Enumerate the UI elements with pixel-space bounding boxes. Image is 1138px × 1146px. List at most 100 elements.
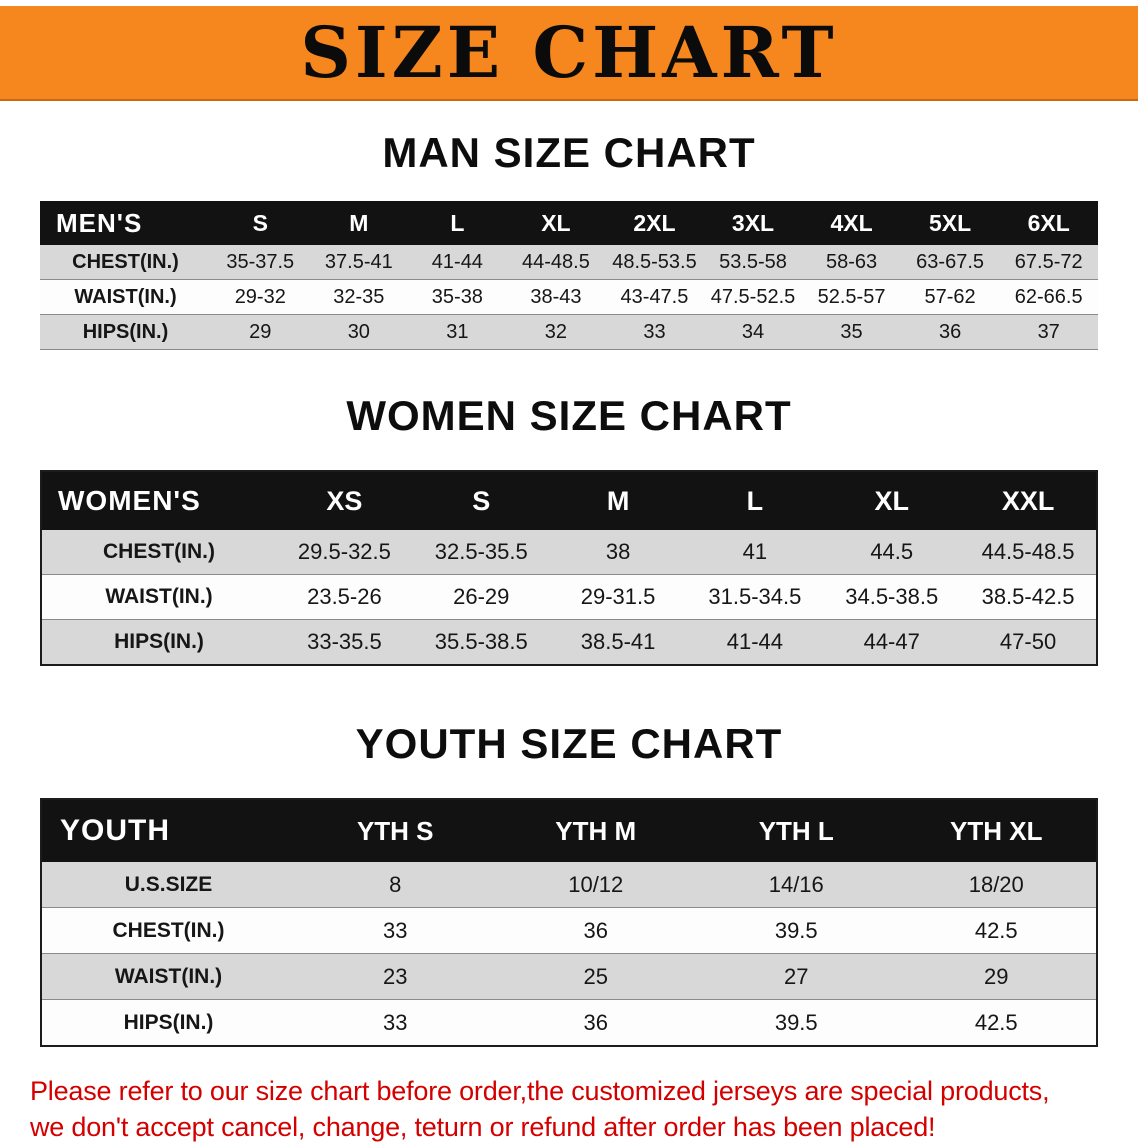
table-title-cell: WOMEN'S — [41, 471, 276, 530]
size-label-cell: 3XL — [703, 201, 803, 245]
value-cell: 31 — [408, 314, 507, 350]
size-chart-banner: SIZE CHART — [0, 6, 1138, 101]
value-cell: 29 — [896, 953, 1097, 1000]
value-cell: 53.5-58 — [703, 245, 803, 280]
value-cell: 29-31.5 — [549, 574, 687, 620]
size-label-cell: YTH M — [495, 799, 696, 862]
size-label-cell: 2XL — [605, 201, 704, 245]
measurement-row: HIPS(IN.) 29 30 31 32 33 34 35 36 37 — [40, 314, 1098, 350]
value-cell: 18/20 — [896, 862, 1097, 908]
size-label-cell: XXL — [960, 471, 1097, 530]
disclaimer: Please refer to our size chart before or… — [30, 1073, 1108, 1146]
value-cell: 47-50 — [960, 619, 1097, 666]
value-cell: 32 — [506, 314, 606, 350]
man-size-chart-heading: MAN SIZE CHART — [382, 129, 756, 176]
value-cell: 38 — [549, 530, 687, 575]
size-label-cell: M — [309, 201, 409, 245]
value-cell: 58-63 — [802, 245, 901, 280]
size-label-cell: M — [549, 471, 687, 530]
table-title-cell: YOUTH — [41, 799, 295, 862]
row-label-cell: CHEST(IN.) — [41, 530, 276, 575]
measurement-row: U.S.SIZE 8 10/12 14/16 18/20 — [41, 862, 1097, 908]
measurement-row: CHEST(IN.) 29.5-32.5 32.5-35.5 38 41 44.5 44.5… — [41, 530, 1097, 575]
value-cell: 52.5-57 — [802, 279, 901, 315]
value-cell: 38.5-41 — [549, 619, 687, 666]
disclaimer-line-1: Please refer to our size chart before or… — [30, 1076, 1050, 1106]
row-label-cell: WAIST(IN.) — [41, 574, 276, 620]
value-cell: 48.5-53.5 — [605, 245, 704, 280]
value-cell: 8 — [295, 862, 496, 908]
row-label-cell: HIPS(IN.) — [41, 619, 276, 666]
value-cell: 41 — [686, 530, 824, 575]
size-label-cell: 5XL — [900, 201, 1000, 245]
size-label-cell: L — [686, 471, 824, 530]
size-header-row: YOUTH YTH S YTH M YTH L YTH XL — [41, 799, 1097, 862]
row-label-cell: U.S.SIZE — [41, 862, 295, 908]
size-label-cell: YTH XL — [896, 799, 1097, 862]
size-label-cell: S — [211, 201, 310, 245]
value-cell: 23 — [295, 953, 496, 1000]
value-cell: 33 — [295, 907, 496, 954]
measurement-row: CHEST(IN.) 33 36 39.5 42.5 — [41, 907, 1097, 954]
banner-title: SIZE CHART — [300, 11, 838, 94]
value-cell: 32.5-35.5 — [412, 530, 550, 575]
value-cell: 29.5-32.5 — [276, 530, 413, 575]
row-label-cell: HIPS(IN.) — [41, 999, 295, 1047]
women-size-table: WOMEN'S XS S M L XL XXL CHEST(IN.) 29.5-32.5 32.5… — [40, 470, 1098, 666]
men-size-table: MEN'S S M L XL 2XL 3XL 4XL 5XL 6XL CHEST(IN.) 35-37… — [40, 201, 1098, 350]
value-cell: 33-35.5 — [276, 619, 413, 666]
row-label-cell: WAIST(IN.) — [41, 953, 295, 1000]
measurement-row: WAIST(IN.) 29-32 32-35 35-38 38-43 43-47.5 47.… — [40, 279, 1098, 315]
value-cell: 29-32 — [211, 279, 310, 315]
size-label-cell: 4XL — [802, 201, 901, 245]
measurement-row: CHEST(IN.) 35-37.5 37.5-41 41-44 44-48.5 48.5… — [40, 245, 1098, 280]
value-cell: 32-35 — [309, 279, 409, 315]
size-label-cell: 6XL — [999, 201, 1098, 245]
value-cell: 38-43 — [506, 279, 606, 315]
youth-size-table: YOUTH YTH S YTH M YTH L YTH XL U.S.SIZE 8 10/12… — [40, 798, 1098, 1047]
row-label-cell: CHEST(IN.) — [40, 245, 211, 280]
value-cell: 47.5-52.5 — [703, 279, 803, 315]
value-cell: 37 — [999, 314, 1098, 350]
value-cell: 10/12 — [495, 862, 696, 908]
value-cell: 30 — [309, 314, 409, 350]
value-cell: 34.5-38.5 — [823, 574, 961, 620]
value-cell: 31.5-34.5 — [686, 574, 824, 620]
value-cell: 39.5 — [696, 907, 897, 954]
disclaimer-line-2: we don't accept cancel, change, teturn o… — [30, 1112, 936, 1143]
value-cell: 44.5-48.5 — [960, 530, 1097, 575]
value-cell: 57-62 — [900, 279, 1000, 315]
size-label-cell: YTH S — [295, 799, 496, 862]
value-cell: 25 — [495, 953, 696, 1000]
value-cell: 33 — [605, 314, 704, 350]
value-cell: 43-47.5 — [605, 279, 704, 315]
measurement-row: WAIST(IN.) 23.5-26 26-29 29-31.5 31.5-34.5 34… — [41, 574, 1097, 620]
value-cell: 35-37.5 — [211, 245, 310, 280]
value-cell: 35 — [802, 314, 901, 350]
value-cell: 44-47 — [823, 619, 961, 666]
row-label-cell: WAIST(IN.) — [40, 279, 211, 315]
table-title-cell: MEN'S — [40, 201, 211, 245]
size-header-row: MEN'S S M L XL 2XL 3XL 4XL 5XL 6XL — [40, 201, 1098, 245]
value-cell: 41-44 — [408, 245, 507, 280]
row-label-cell: HIPS(IN.) — [40, 314, 211, 350]
measurement-row: HIPS(IN.) 33-35.5 35.5-38.5 38.5-41 41-44 44-… — [41, 619, 1097, 666]
value-cell: 29 — [211, 314, 310, 350]
value-cell: 63-67.5 — [900, 245, 1000, 280]
value-cell: 26-29 — [412, 574, 550, 620]
value-cell: 36 — [495, 907, 696, 954]
size-label-cell: S — [412, 471, 550, 530]
value-cell: 36 — [495, 999, 696, 1047]
value-cell: 36 — [900, 314, 1000, 350]
size-label-cell: XS — [276, 471, 413, 530]
value-cell: 35-38 — [408, 279, 507, 315]
measurement-row: HIPS(IN.) 33 36 39.5 42.5 — [41, 999, 1097, 1047]
value-cell: 38.5-42.5 — [960, 574, 1097, 620]
value-cell: 42.5 — [896, 999, 1097, 1047]
value-cell: 33 — [295, 999, 496, 1047]
value-cell: 39.5 — [696, 999, 897, 1047]
size-label-cell: L — [408, 201, 507, 245]
value-cell: 42.5 — [896, 907, 1097, 954]
youth-size-chart-heading: YOUTH SIZE CHART — [355, 720, 783, 767]
size-header-row: WOMEN'S XS S M L XL XXL — [41, 471, 1097, 530]
